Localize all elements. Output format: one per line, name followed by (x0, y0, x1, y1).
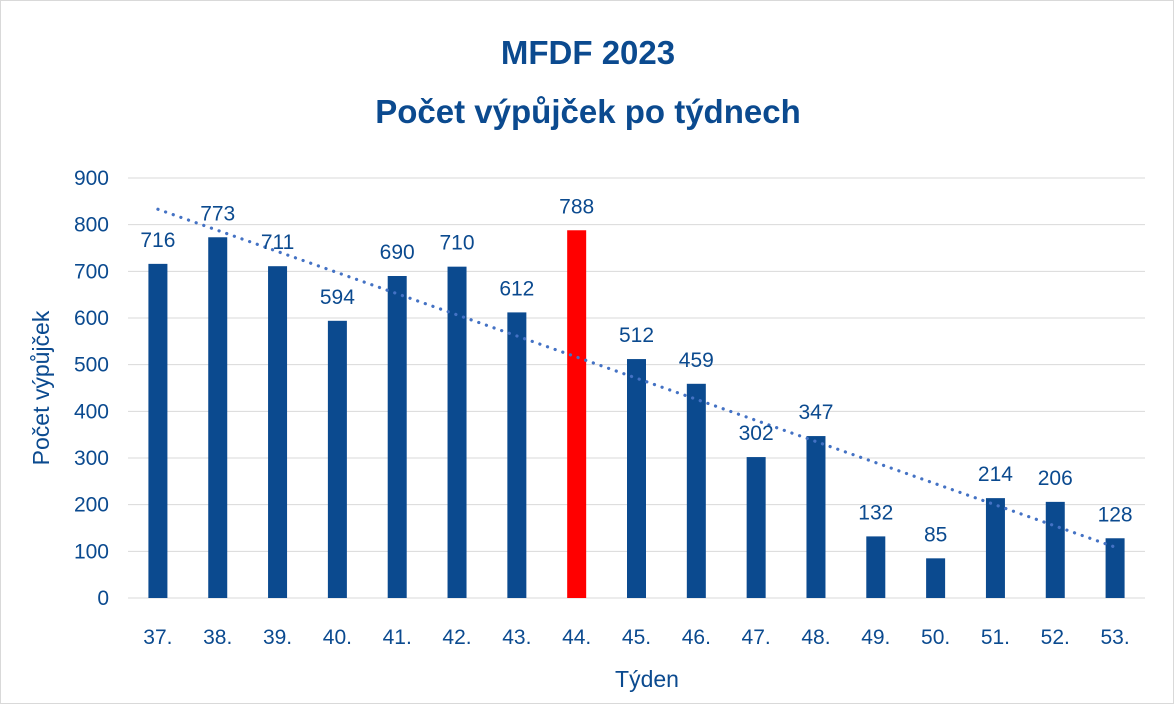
x-tick-label: 41. (383, 626, 412, 649)
trendline (156, 207, 1117, 549)
bar (1045, 501, 1065, 598)
x-tick-label: 50. (921, 626, 950, 649)
data-label: 214 (978, 463, 1013, 486)
x-tick-label: 43. (502, 626, 531, 649)
data-label: 459 (679, 349, 714, 372)
data-label: 711 (261, 231, 294, 254)
data-label: 773 (200, 202, 235, 225)
x-tick-label: 40. (323, 626, 352, 649)
data-label: 128 (1098, 503, 1133, 526)
y-tick-label: 400 (74, 400, 109, 423)
bar (268, 266, 288, 598)
x-tick-label: 49. (861, 626, 890, 649)
bar (327, 320, 347, 598)
x-tick-label: 37. (143, 626, 172, 649)
y-tick-label: 100 (74, 540, 109, 563)
x-tick-label: 53. (1100, 626, 1129, 649)
data-label: 132 (858, 501, 893, 524)
data-labels: 716 773 711 594 690 710 612 788 512 459 302 347 132 8… (140, 195, 1132, 546)
data-label: 85 (924, 523, 947, 546)
data-label: 302 (739, 422, 774, 445)
x-tick-label: 46. (682, 626, 711, 649)
y-tick-label: 900 (74, 167, 109, 190)
x-axis-title: Týden (615, 666, 679, 692)
y-tick-label: 300 (74, 447, 109, 470)
y-axis-ticks: 0 100 200 300 400 500 600 700 800 900 (74, 167, 109, 610)
x-tick-label: 45. (622, 626, 651, 649)
x-tick-label: 47. (742, 626, 771, 649)
chart-title-line-1: MFDF 2023 (501, 34, 675, 71)
y-tick-label: 500 (74, 354, 109, 377)
data-label: 594 (320, 286, 355, 309)
bar (447, 266, 467, 598)
bar (746, 457, 766, 598)
data-label: 716 (140, 229, 175, 252)
bars (148, 230, 1125, 598)
x-tick-label: 42. (442, 626, 471, 649)
data-label: 347 (798, 401, 833, 424)
bar (686, 383, 706, 598)
data-label: 690 (380, 241, 415, 264)
y-tick-label: 800 (74, 214, 109, 237)
bar (567, 230, 587, 598)
y-tick-label: 0 (97, 587, 109, 610)
bar (1105, 538, 1125, 598)
chart-title: MFDF 2023 Počet výpůjček po týdnech (375, 34, 800, 130)
data-label: 612 (499, 277, 534, 300)
data-label: 788 (559, 195, 594, 218)
bar (866, 536, 886, 598)
y-axis-title: Počet výpůjček (28, 310, 54, 465)
bar (627, 359, 646, 598)
bar (507, 312, 527, 598)
y-tick-label: 200 (74, 494, 109, 517)
x-tick-label: 48. (801, 626, 830, 649)
chart-title-line-2: Počet výpůjček po týdnech (375, 93, 800, 130)
x-tick-label: 38. (203, 626, 232, 649)
x-tick-label: 44. (562, 626, 591, 649)
data-label: 512 (619, 324, 654, 347)
y-tick-label: 700 (74, 260, 109, 283)
bar (148, 263, 168, 598)
bar (208, 237, 228, 598)
x-tick-label: 51. (981, 626, 1010, 649)
x-tick-label: 52. (1041, 626, 1070, 649)
data-label: 710 (440, 232, 475, 255)
bar (387, 276, 407, 598)
bar (926, 558, 946, 598)
trendline-layer (156, 207, 1117, 549)
x-tick-label: 39. (263, 626, 292, 649)
data-label: 206 (1038, 467, 1073, 490)
y-tick-label: 600 (74, 307, 109, 330)
bar (806, 436, 826, 598)
bar (985, 498, 1005, 598)
x-axis-ticks: 37. 38. 39. 40. 41. 42. 43. 44. 45. 46. 47. 48. 49. 5… (143, 626, 1129, 649)
